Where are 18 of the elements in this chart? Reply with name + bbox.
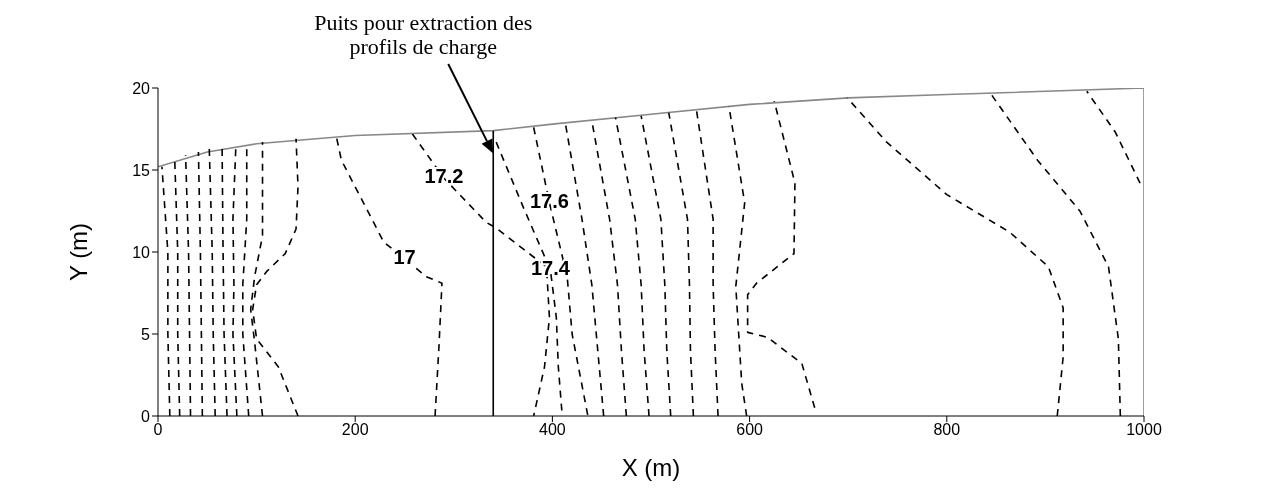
- text: Puits pour extraction des profils de charge: [314, 10, 533, 59]
- line-series: [746, 100, 816, 409]
- x-tick-label: 0: [153, 421, 163, 439]
- x-tick-label: 600: [736, 421, 764, 439]
- x-tick-label: 400: [539, 421, 566, 439]
- y-tick-label: 15: [132, 161, 151, 179]
- x-tick-label: 800: [933, 421, 961, 439]
- annotation: 17.2: [424, 165, 464, 188]
- y-axis-title: Y (m): [64, 222, 92, 282]
- y-tick-label: 5: [141, 325, 151, 343]
- annotation: 17: [393, 245, 416, 268]
- y-tick-label: 10: [132, 243, 151, 261]
- x-tick-label: 200: [341, 421, 369, 439]
- x-tick-label: 1000: [1126, 421, 1162, 439]
- y-tick-label: 0: [141, 407, 151, 425]
- x-axis-title: X (m): [621, 454, 681, 481]
- y-tick-label: 20: [132, 79, 151, 97]
- annotation: 17.6: [529, 190, 569, 213]
